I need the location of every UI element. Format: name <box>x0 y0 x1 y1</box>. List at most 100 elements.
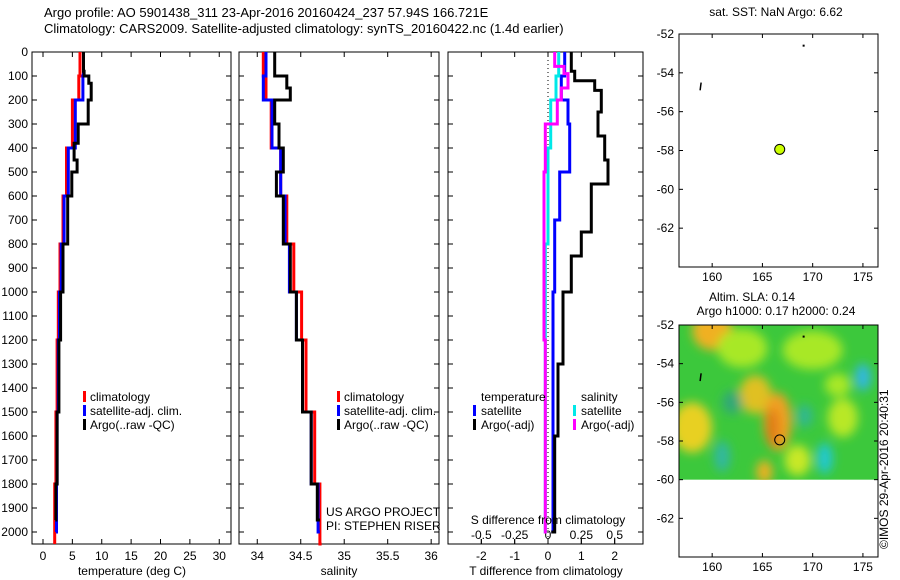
x-tick-label: 1 <box>578 549 585 563</box>
sla-anomaly-blob <box>766 408 779 447</box>
lat-tick-label: -60 <box>657 473 675 487</box>
sla-anomaly-blob <box>714 440 731 472</box>
lat-tick-label: -58 <box>657 434 675 448</box>
t-diff-xlabel: T difference from climatology <box>469 564 623 578</box>
x-tick-label: 0 <box>40 549 47 563</box>
y-tick-label: 500 <box>8 165 28 179</box>
legend-label: Argo(..raw -QC) <box>90 418 175 432</box>
argo-float-marker <box>774 434 786 446</box>
sla-anomaly-blob <box>739 375 772 414</box>
figure-title-line2: Climatology: CARS2009. Satellite-adjuste… <box>44 21 564 36</box>
legend-label: Argo(..raw -QC) <box>344 418 429 432</box>
sla-blobs <box>679 325 871 480</box>
x-tick-label: -1 <box>509 549 520 563</box>
y-tick-label: 1600 <box>1 429 28 443</box>
y-tick-label: 1200 <box>1 333 28 347</box>
lon-tick-label: 165 <box>752 270 772 284</box>
island-speck <box>699 82 702 91</box>
series-line-t-argo-adj- <box>551 52 610 534</box>
series-line-s-argo-adj- <box>542 52 570 534</box>
sla-anomaly-blob <box>722 390 743 414</box>
salinity-xlabel: salinity <box>321 564 358 578</box>
legend-label: satellite-adj. clim. <box>344 404 436 418</box>
x-tick-label: -2 <box>476 549 487 563</box>
series-line-argo-raw-qc- <box>273 52 320 522</box>
sla-anomaly-blob <box>784 444 811 476</box>
legend-swatch-t-argo <box>473 419 476 430</box>
figure-title-line1: Argo profile: AO 5901438_311 23-Apr-2016… <box>44 5 489 20</box>
legend-swatch-argo <box>337 419 340 430</box>
s-tick-label: 0.5 <box>606 528 623 542</box>
lat-tick-label: -54 <box>657 357 675 371</box>
legend-label: Argo(-adj) <box>581 418 634 432</box>
legend-header-salinity: salinity <box>581 390 618 404</box>
temperature-panel: 0100200300400500600700800900100011001200… <box>1 45 232 563</box>
s-diff-xlabel: S difference from climatology <box>471 513 626 527</box>
sla-anomaly-blob <box>824 373 851 397</box>
y-tick-label: 1300 <box>1 357 28 371</box>
difference-legend: temperature salinity satellite Argo(-adj… <box>473 390 634 432</box>
temperature-legend: climatology satellite-adj. clim. Argo(..… <box>83 390 182 432</box>
island-speck <box>802 335 805 338</box>
y-tick-label: 1000 <box>1 285 28 299</box>
lat-tick-label: -62 <box>657 511 675 525</box>
y-tick-label: 1700 <box>1 453 28 467</box>
legend-label: satellite <box>581 404 622 418</box>
temperature-xlabel: temperature (deg C) <box>78 564 186 578</box>
s-tick-label: -0.5 <box>471 528 492 542</box>
x-tick-label: 10 <box>95 549 109 563</box>
y-tick-label: 200 <box>8 93 28 107</box>
series-line-argo-raw-qc- <box>54 52 93 522</box>
lon-tick-label: 170 <box>803 270 823 284</box>
y-tick-label: 700 <box>8 213 28 227</box>
legend-label: climatology <box>344 390 404 404</box>
credit-project: US ARGO PROJECT <box>326 505 441 519</box>
legend-label: satellite <box>481 404 522 418</box>
y-tick-label: 2000 <box>1 525 28 539</box>
sla-anomaly-blob <box>796 404 813 428</box>
salinity-panel: 34 34.5 35 35.5 36 <box>238 51 440 563</box>
credit-pi: PI: STEPHEN RISER <box>326 519 441 533</box>
island-speck <box>699 373 702 382</box>
sla-map-title-line2: Argo h1000: 0.17 h2000: 0.24 <box>697 304 856 318</box>
sla-heatmap <box>679 325 878 480</box>
lat-tick-label: -56 <box>657 105 675 119</box>
sla-map-panel: -52 -54 -56 -58 -60 -62 160 165 170 175 <box>657 318 879 574</box>
plot-frame <box>238 51 440 545</box>
lon-tick-label: 175 <box>853 270 873 284</box>
x-tick-label: 35.5 <box>376 549 400 563</box>
legend-label: satellite-adj. clim. <box>90 404 182 418</box>
island-speck <box>802 44 805 47</box>
lat-tick-label: -56 <box>657 395 675 409</box>
x-tick-label: 2 <box>611 549 618 563</box>
lon-tick-label: 160 <box>702 270 722 284</box>
x-tick-label: 5 <box>69 549 76 563</box>
legend-swatch-t-satellite <box>473 405 476 416</box>
sla-anomaly-blob <box>717 328 768 368</box>
lat-tick-label: -52 <box>657 318 675 332</box>
y-tick-label: 1400 <box>1 381 28 395</box>
legend-swatch-climatology <box>337 391 340 402</box>
sst-map-panel: -52 -54 -56 -58 -60 -62 160 165 170 175 <box>657 27 879 284</box>
x-tick-label: 35 <box>338 549 352 563</box>
x-tick-label: 15 <box>124 549 138 563</box>
s-tick-label: 0.25 <box>570 528 594 542</box>
y-tick-label: 1900 <box>1 501 28 515</box>
sst-map-title: sat. SST: NaN Argo: 6.62 <box>709 5 843 19</box>
lon-tick-label: 175 <box>853 560 873 574</box>
sla-anomaly-blob <box>827 398 858 438</box>
y-tick-label: 900 <box>8 261 28 275</box>
s-tick-label: -0.25 <box>501 528 529 542</box>
x-tick-label: 20 <box>154 549 168 563</box>
s-tick-label: 0 <box>545 528 552 542</box>
legend-label: climatology <box>90 390 150 404</box>
salinity-legend: climatology satellite-adj. clim. Argo(..… <box>326 390 441 533</box>
y-tick-label: 800 <box>8 237 28 251</box>
lat-tick-label: -62 <box>657 221 675 235</box>
legend-swatch-s-satellite <box>573 405 576 416</box>
x-tick-label: 0 <box>545 549 552 563</box>
sla-anomaly-blob <box>854 363 871 391</box>
x-tick-label: 36 <box>424 549 438 563</box>
imos-timestamp: ©IMOS 29-Apr-2016 20:40:31 <box>877 389 891 549</box>
legend-swatch-climatology <box>83 391 86 402</box>
